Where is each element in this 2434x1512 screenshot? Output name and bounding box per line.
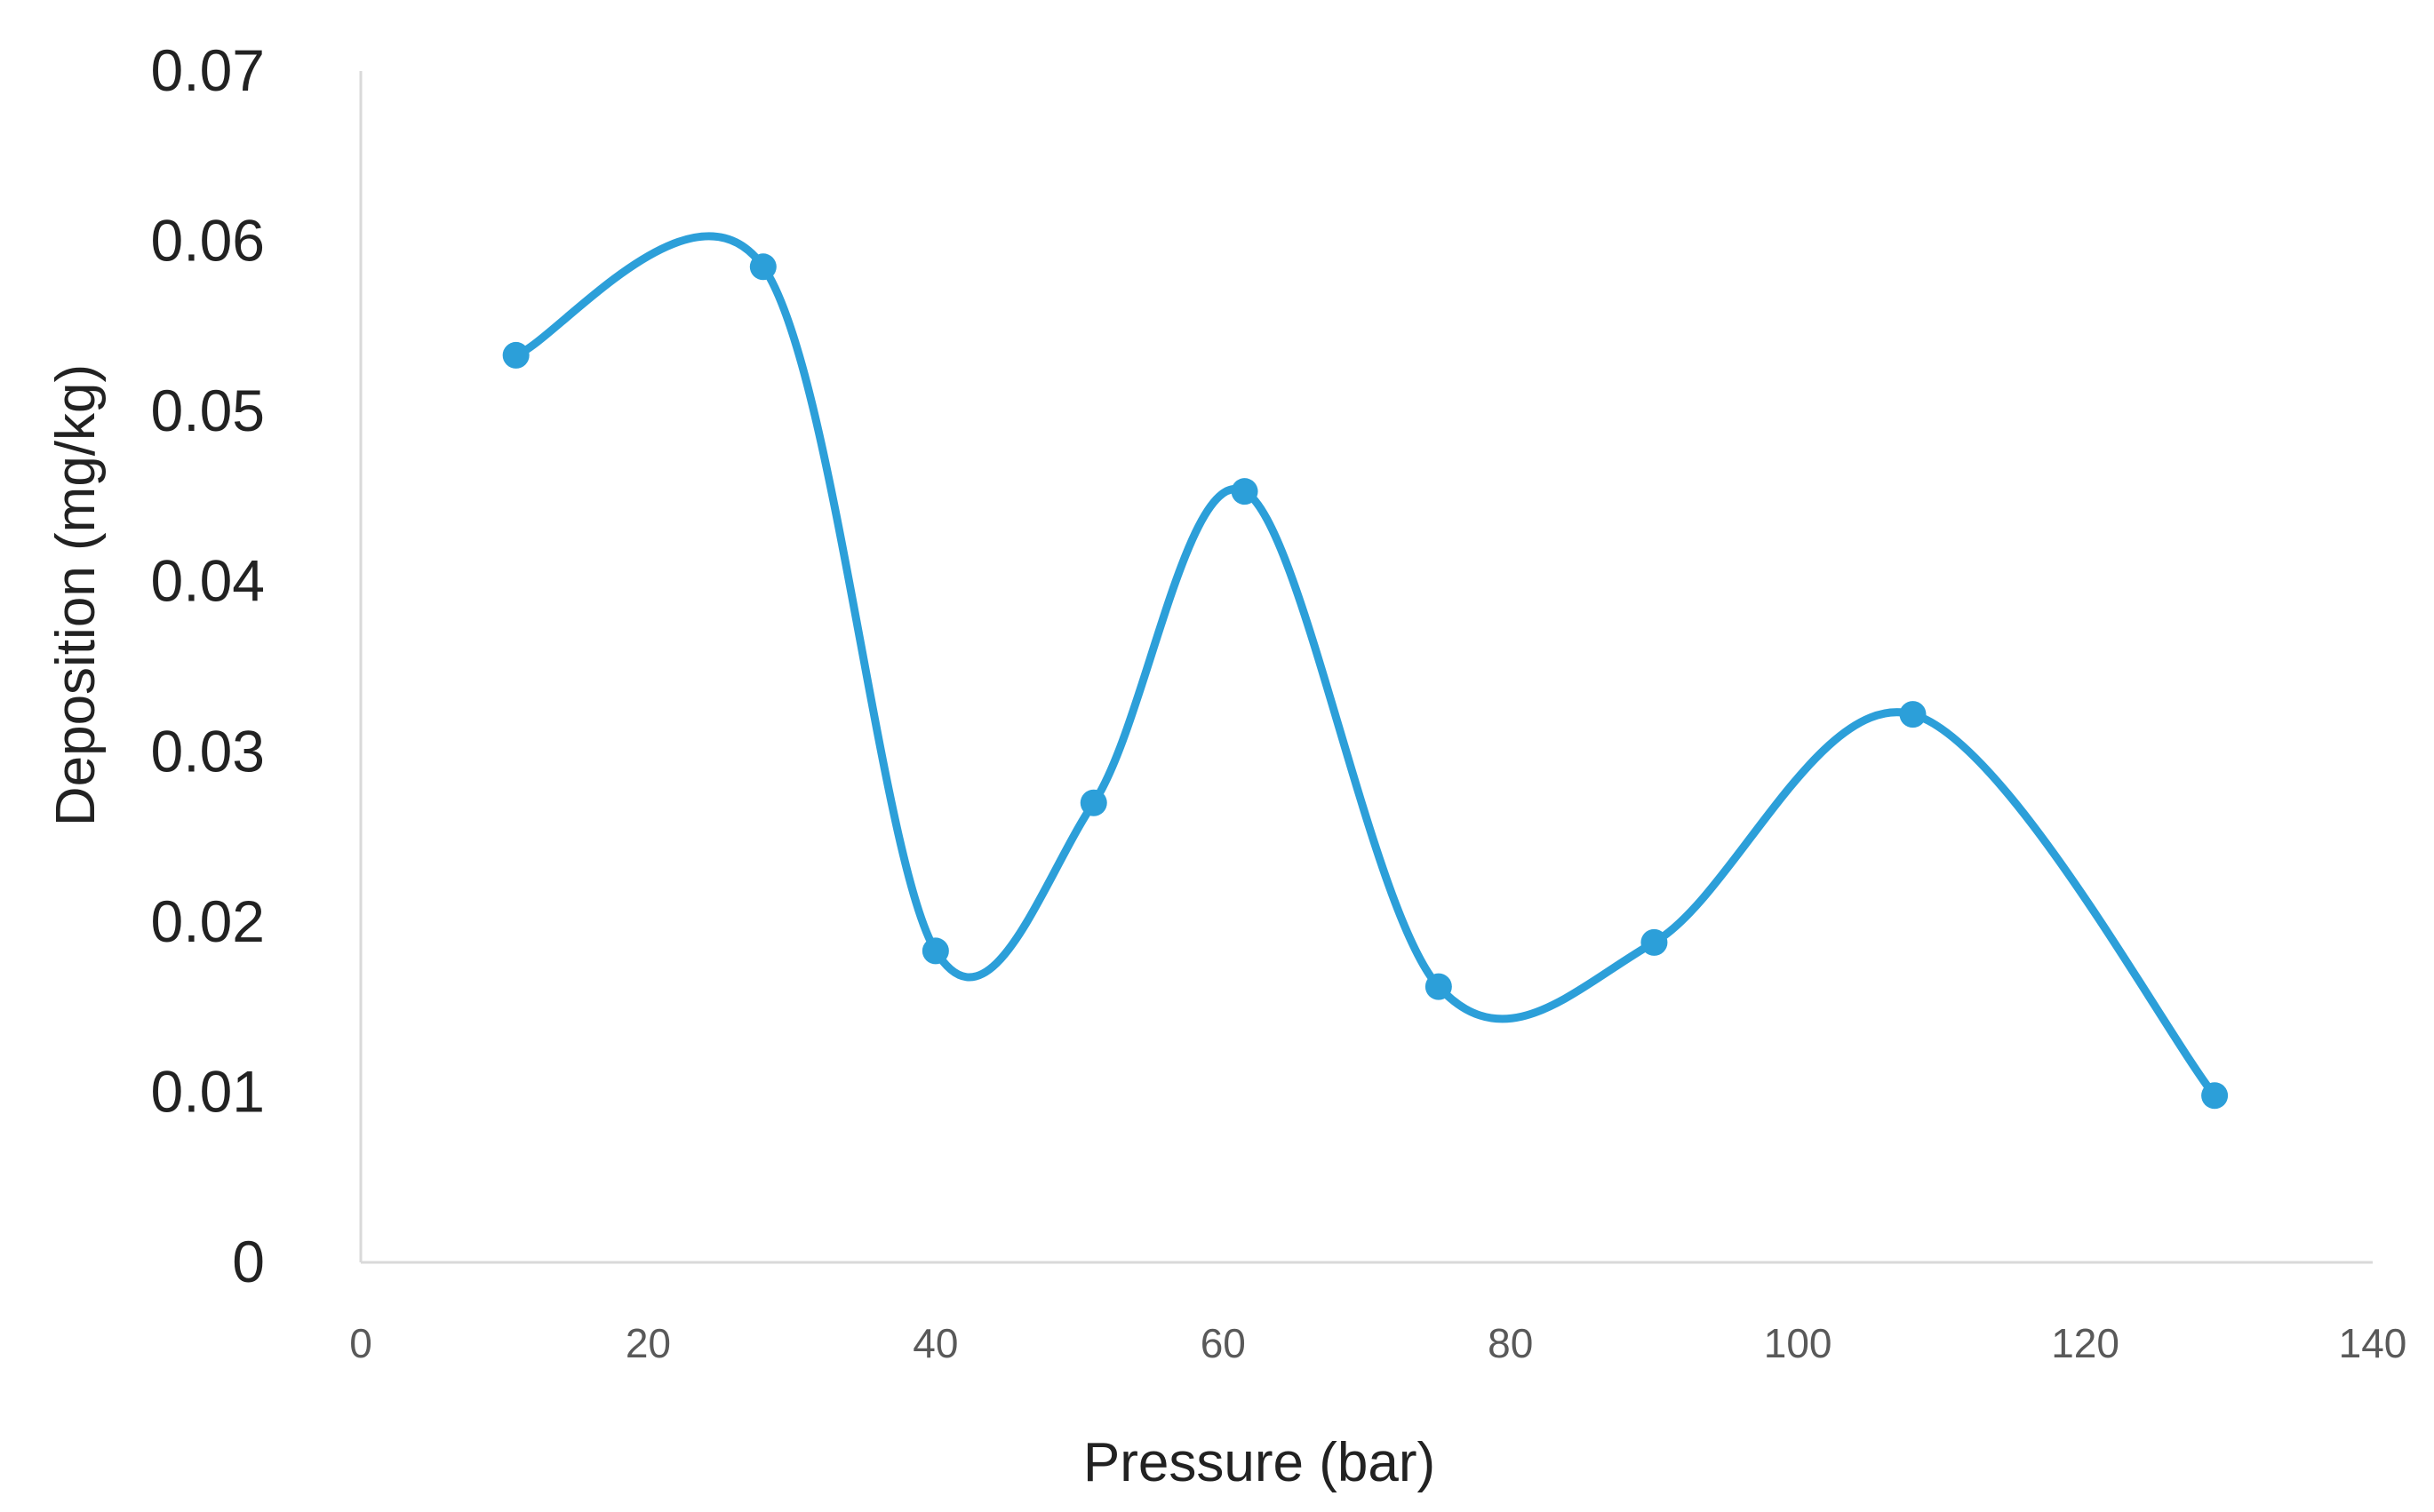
data-point	[1231, 478, 1258, 505]
data-point	[1899, 701, 1927, 728]
x-tick-label: 120	[2051, 1320, 2119, 1366]
series-layer	[502, 232, 2229, 1110]
x-tick-labels: 0 20 40 60 80 100 120 140	[349, 1320, 2406, 1366]
x-tick-label: 40	[913, 1320, 958, 1366]
y-tick-label: 0.03	[151, 718, 265, 784]
x-tick-label: 140	[2339, 1320, 2407, 1366]
x-axis-title: Pressure (bar)	[1083, 1432, 1435, 1493]
x-tick-label: 100	[1764, 1320, 1832, 1366]
y-tick-label: 0.04	[151, 548, 265, 614]
x-tick-label: 20	[626, 1320, 671, 1366]
y-tick-label: 0	[232, 1229, 265, 1294]
x-tick-label: 80	[1488, 1320, 1533, 1366]
y-tick-label: 0.01	[151, 1058, 265, 1124]
y-axis-title: Deposition (mg/kg)	[45, 364, 107, 826]
data-point	[502, 341, 530, 369]
data-point	[1424, 973, 1452, 1000]
y-tick-label: 0.06	[151, 208, 265, 274]
data-point	[2201, 1082, 2229, 1110]
axis-titles: Pressure (bar) Deposition (mg/kg)	[45, 364, 1435, 1493]
y-tick-label: 0.02	[151, 888, 265, 954]
data-point	[922, 937, 949, 965]
y-tick-label: 0.05	[151, 378, 265, 443]
data-point	[1080, 789, 1107, 816]
y-tick-labels: 0 0.01 0.02 0.03 0.04 0.05 0.06 0.07	[151, 37, 265, 1294]
axes	[359, 71, 2373, 1264]
y-tick-label: 0.07	[151, 37, 265, 103]
data-point	[749, 253, 777, 281]
series-line	[512, 232, 2219, 1100]
x-tick-label: 0	[349, 1320, 372, 1366]
data-point	[1640, 928, 1668, 956]
x-tick-label: 60	[1201, 1320, 1246, 1366]
